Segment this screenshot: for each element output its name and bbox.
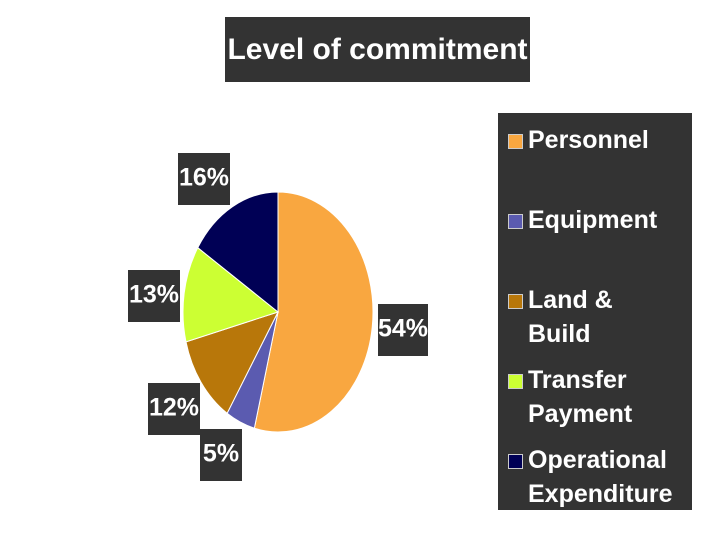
data-label: 13%	[129, 281, 179, 309]
data-label-box	[148, 383, 200, 435]
data-label: 54%	[378, 315, 428, 343]
legend-swatch	[508, 454, 523, 469]
legend-label: Land & Build	[528, 286, 627, 348]
legend-label: Operational Expenditure	[528, 446, 674, 508]
legend-swatch	[508, 134, 523, 149]
data-label-box	[378, 304, 428, 356]
legend-label: Transfer Payment	[528, 366, 634, 428]
legend-swatch	[508, 214, 523, 229]
legend-item: Personnel	[508, 123, 688, 157]
data-label: 16%	[179, 164, 229, 192]
data-label-box	[178, 153, 230, 205]
data-label-box	[200, 429, 242, 481]
legend: Personnel Equipment Land & Build Transfer P…	[498, 113, 692, 510]
data-label-box	[128, 270, 180, 322]
legend-label: Personnel	[528, 126, 649, 154]
legend-item: Transfer Payment	[508, 363, 688, 431]
pie-slice	[197, 191, 279, 314]
chart-title: Level of commitment	[225, 17, 530, 82]
legend-label: Equipment	[528, 206, 658, 234]
legend-item: Land & Build	[508, 283, 688, 351]
pie-slice	[182, 246, 280, 343]
data-label: 5%	[203, 440, 239, 468]
legend-item: Operational Expenditure	[508, 443, 688, 511]
data-label: 12%	[149, 394, 199, 422]
pie-slice	[185, 311, 279, 415]
legend-swatch	[508, 374, 523, 389]
pie-slice	[253, 191, 374, 433]
legend-swatch	[508, 294, 523, 309]
legend-item: Equipment	[508, 203, 688, 237]
